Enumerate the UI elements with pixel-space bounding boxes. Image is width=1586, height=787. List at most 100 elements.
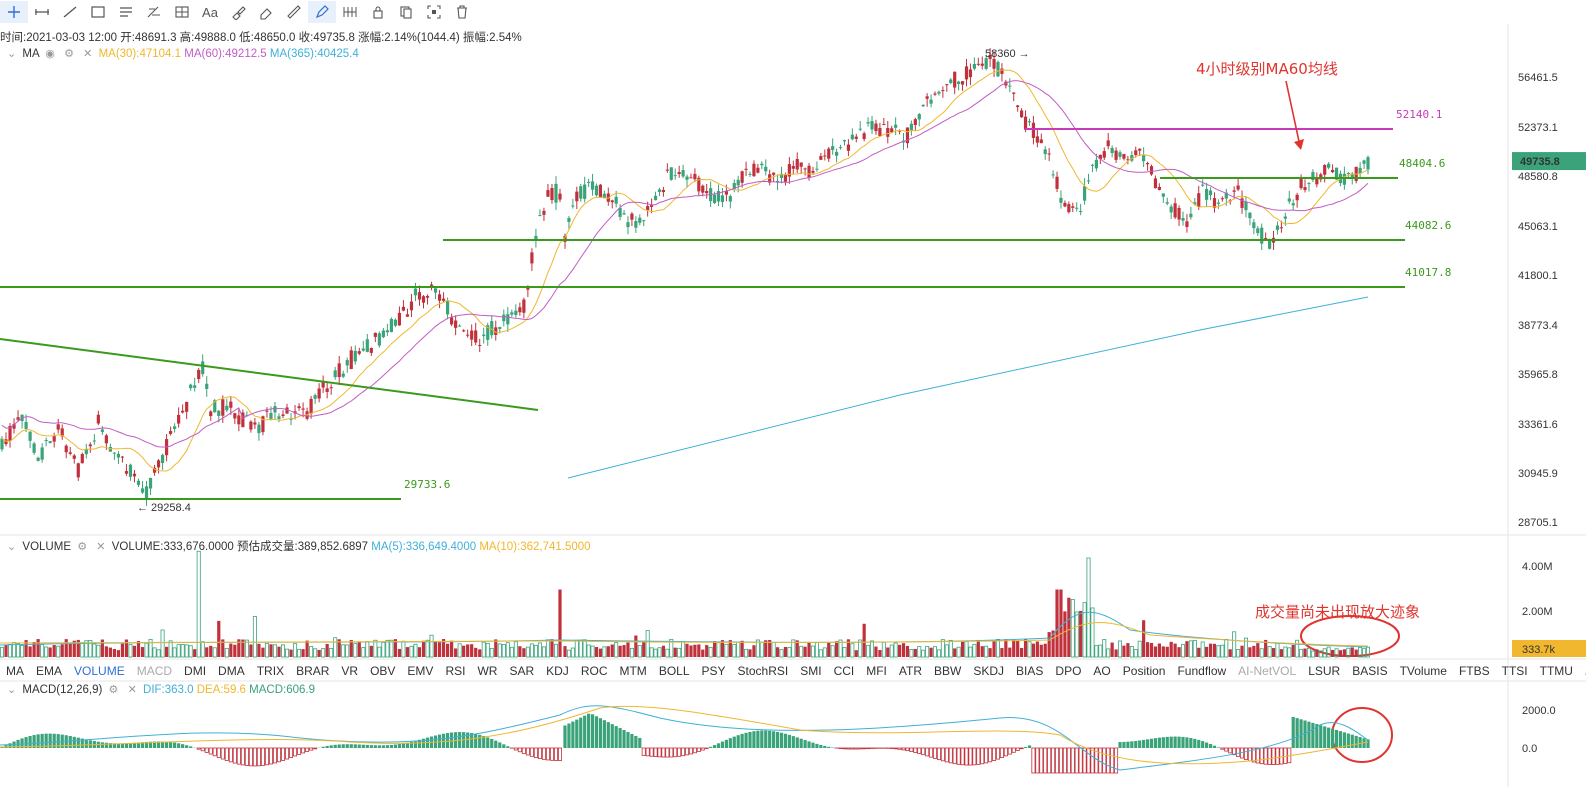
indicator-tab-volume[interactable]: VOLUME: [74, 664, 125, 678]
eraser-icon[interactable]: [252, 1, 280, 23]
candle-body: [929, 99, 933, 104]
indicator-tab-ttsi[interactable]: TTSI: [1501, 664, 1528, 678]
indicator-tab-dma[interactable]: DMA: [218, 664, 245, 678]
indicator-tab-lsur[interactable]: LSUR: [1308, 664, 1341, 678]
indicator-tab-trix[interactable]: TRIX: [256, 664, 285, 678]
indicator-tab-bbw[interactable]: BBW: [934, 664, 962, 678]
indicator-tab-obv[interactable]: OBV: [370, 664, 396, 678]
indicator-tab-sar[interactable]: SAR: [509, 664, 535, 678]
indicator-tab-ai-netvol[interactable]: AI-NetVOL: [1238, 664, 1297, 678]
indicator-tab-emv[interactable]: EMV: [407, 664, 434, 678]
macd-bar: [622, 730, 626, 748]
brush-icon[interactable]: [224, 1, 252, 23]
macd-bar: [0, 747, 4, 748]
volume-bar: [673, 647, 677, 657]
indicator-tab-psy[interactable]: PSY: [701, 664, 726, 678]
volume-bar: [1102, 639, 1107, 658]
macd-bar: [897, 747, 902, 750]
screenshot-icon[interactable]: [420, 1, 448, 23]
settings-icon[interactable]: ⚙: [108, 684, 119, 696]
volume-bar: [261, 647, 265, 657]
indicator-tab-stochrsi[interactable]: StochRSI: [737, 664, 789, 678]
volume-bar: [1016, 640, 1020, 657]
macd-bar: [361, 744, 365, 748]
copy-icon[interactable]: [392, 1, 420, 23]
parallel-channel-icon[interactable]: [112, 1, 140, 23]
lock-icon[interactable]: [364, 1, 392, 23]
indicator-tab-atr[interactable]: ATR: [898, 664, 923, 678]
macd-bar: [169, 742, 173, 748]
chevron-down-icon[interactable]: ⌄: [7, 48, 17, 60]
volume-bar: [720, 640, 725, 657]
volume-bar: [48, 647, 52, 657]
ruler-icon[interactable]: [280, 1, 308, 23]
candle-body: [1311, 172, 1315, 181]
volume-bar: [712, 641, 717, 657]
volume-bar: [810, 645, 815, 658]
crosshair-icon[interactable]: [0, 1, 28, 23]
indicator-tab-mfi[interactable]: MFI: [866, 664, 887, 678]
indicator-tab-bias[interactable]: BIAS: [1016, 664, 1044, 678]
chevron-down-icon[interactable]: ⌄: [7, 684, 17, 696]
trend-line-icon[interactable]: [56, 1, 84, 23]
volume-bar: [313, 648, 318, 658]
candle-body: [598, 184, 603, 197]
candle-body: [12, 423, 16, 429]
indicator-tab-roc[interactable]: ROC: [580, 664, 608, 678]
indicator-tab-dpo[interactable]: DPO: [1055, 664, 1082, 678]
indicator-tab-ao[interactable]: AO: [1093, 664, 1111, 678]
candle-body: [429, 284, 434, 287]
close-icon[interactable]: ✕: [96, 541, 106, 553]
indicator-tab-ema[interactable]: EMA: [36, 664, 63, 678]
close-icon[interactable]: ✕: [83, 48, 93, 60]
measure-icon[interactable]: [168, 1, 196, 23]
volume-bar: [988, 648, 992, 657]
indicator-tab-tvolume[interactable]: TVolume: [1399, 664, 1447, 678]
indicator-tab-ai-bsi[interactable]: AI-BSI: [1579, 664, 1586, 678]
candle-body: [44, 439, 48, 441]
indicator-tab-ftbs[interactable]: FTBS: [1458, 664, 1490, 678]
fibonacci-icon[interactable]: [140, 1, 168, 23]
ma-label: MA: [22, 48, 40, 60]
indicator-tab-smi[interactable]: SMI: [800, 664, 822, 678]
indicator-tab-position[interactable]: Position: [1122, 664, 1166, 678]
candle-body: [764, 166, 768, 172]
indicator-tab-ma[interactable]: MA: [6, 664, 24, 678]
indicator-tab-macd[interactable]: MACD: [136, 664, 173, 678]
chevron-down-icon[interactable]: ⌄: [7, 541, 17, 553]
indicator-tab-vr[interactable]: VR: [341, 664, 359, 678]
indicator-tab-boll[interactable]: BOLL: [658, 664, 690, 678]
macd-bar: [768, 730, 772, 748]
rectangle-icon[interactable]: [84, 1, 112, 23]
text-icon[interactable]: Aa: [202, 4, 218, 20]
settings-icon[interactable]: ⚙: [77, 541, 88, 553]
volume-bar: [578, 639, 583, 658]
indicator-tab-cci[interactable]: CCI: [833, 664, 855, 678]
horizontal-ray-icon[interactable]: [28, 1, 56, 23]
volume-bar: [1212, 643, 1217, 657]
settings-icon[interactable]: ⚙: [64, 48, 74, 60]
indicator-tab-brar[interactable]: BRAR: [296, 664, 330, 678]
indicator-tab-wr[interactable]: WR: [477, 664, 498, 678]
volume-bar: [1264, 639, 1268, 657]
indicator-tab-kdj[interactable]: KDJ: [546, 664, 569, 678]
pattern-icon[interactable]: [336, 1, 364, 23]
pen-icon[interactable]: [308, 1, 336, 23]
macd-bar: [1126, 741, 1130, 748]
indicator-tab-dmi[interactable]: DMI: [184, 664, 207, 678]
volume-bar: [489, 647, 494, 658]
indicator-tab-basis[interactable]: BASIS: [1352, 664, 1388, 678]
eye-icon[interactable]: ◉: [45, 48, 55, 60]
macd-bar: [736, 735, 740, 748]
macd-bar: [148, 741, 153, 748]
trash-icon[interactable]: [448, 1, 476, 23]
indicator-tab-rsi[interactable]: RSI: [445, 664, 466, 678]
indicator-tab-ttmu[interactable]: TTMU: [1539, 664, 1573, 678]
macd-bar: [968, 747, 973, 766]
indicator-tab-fundflow[interactable]: Fundflow: [1177, 664, 1227, 678]
indicator-tab-mtm[interactable]: MTM: [619, 664, 647, 678]
volume-bar: [501, 644, 506, 658]
indicator-tab-skdj[interactable]: SKDJ: [973, 664, 1005, 678]
close-icon[interactable]: ✕: [127, 684, 137, 696]
